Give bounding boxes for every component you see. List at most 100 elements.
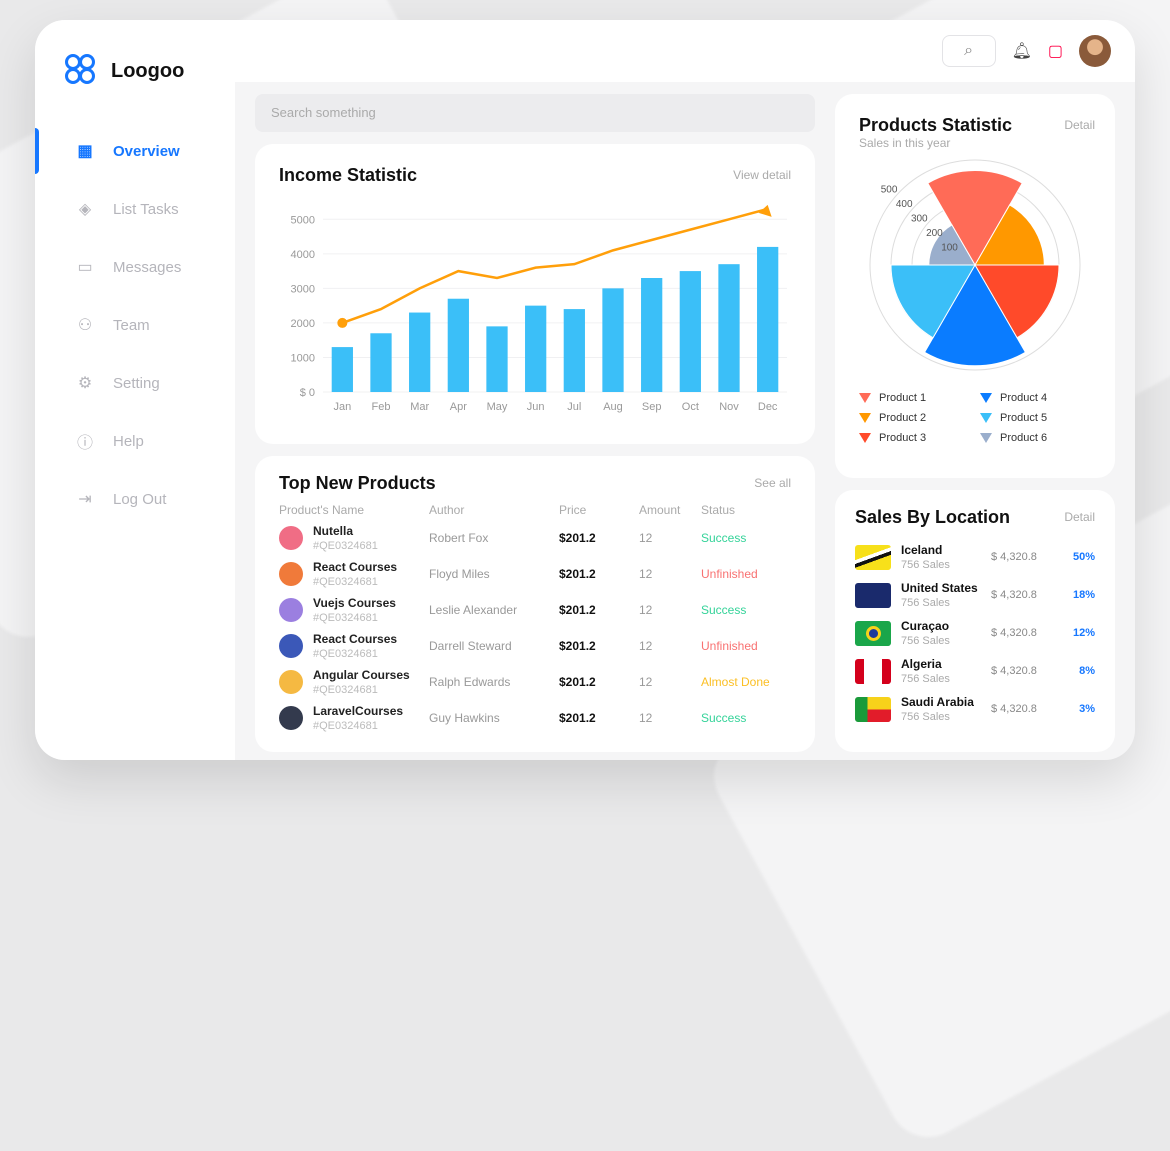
sidebar-item-list-tasks[interactable]: ◈ List Tasks	[35, 180, 235, 238]
product-name: Vuejs Courses	[313, 595, 396, 610]
sidebar-item-help[interactable]: ⓘ Help	[35, 412, 235, 470]
sidebar: Loogoo ▦ Overview ◈ List Tasks ▭ Messages ⚇ Tea…	[35, 20, 235, 760]
card-title: Products Statistic	[859, 115, 1013, 135]
sidebar-item-log-out[interactable]: ⇥ Log Out	[35, 470, 235, 528]
x-tick-label: Feb	[372, 401, 391, 413]
bar	[486, 326, 508, 392]
sidebar-item-label: Setting	[113, 374, 160, 392]
polar-segment	[928, 224, 976, 266]
author: Ralph Edwards	[429, 675, 511, 689]
sales-count: 756 Sales	[901, 558, 950, 571]
flag-icon	[855, 582, 891, 608]
table-row[interactable]: React Courses #QE0324681 Darrell Steward $2…	[279, 628, 791, 664]
sales-percent: 18%	[1072, 589, 1095, 601]
table-row[interactable]: Vuejs Courses #QE0324681 Leslie Alexander $…	[279, 592, 791, 628]
product-id: #QE0324681	[313, 611, 378, 624]
x-tick-label: Jan	[333, 401, 351, 413]
logo-icon	[65, 54, 99, 88]
chat-icon[interactable]: ▢	[1047, 43, 1063, 60]
view-detail-link[interactable]: View detail	[733, 168, 791, 182]
location-row[interactable]: Curaçao 756 Sales $ 4,320.8 12%	[855, 614, 1095, 652]
amount: 12	[639, 711, 653, 725]
y-tick-label: 3000	[291, 283, 315, 295]
radial-tick-label: 400	[896, 199, 913, 210]
bar	[679, 271, 701, 392]
sidebar-item-label: Overview	[113, 142, 180, 160]
legend-item: Product 4	[980, 391, 1091, 405]
sidebar-nav: ▦ Overview ◈ List Tasks ▭ Messages ⚇ Team ⚙ Setti…	[35, 122, 235, 528]
product-thumbnail	[279, 670, 303, 694]
sales-amount: $ 4,320.8	[991, 665, 1037, 677]
location-row[interactable]: Algeria 756 Sales $ 4,320.8 8%	[855, 652, 1095, 690]
product-thumbnail	[279, 598, 303, 622]
table-row[interactable]: React Courses #QE0324681 Floyd Miles $201.2…	[279, 556, 791, 592]
sidebar-item-label: Team	[113, 316, 150, 334]
avatar[interactable]	[1079, 35, 1111, 67]
product-id: #QE0324681	[313, 575, 378, 588]
table-row[interactable]: Angular Courses #QE0324681 Ralph Edwards $2…	[279, 664, 791, 700]
sidebar-item-label: Log Out	[113, 490, 167, 508]
triangle-icon	[980, 413, 992, 423]
product-name: React Courses	[313, 559, 398, 574]
x-tick-label: Nov	[719, 401, 739, 413]
sidebar-item-messages[interactable]: ▭ Messages	[35, 238, 235, 296]
table-row[interactable]: Nutella #QE0324681 Robert Fox $201.2 12 Succe…	[279, 520, 791, 556]
amount: 12	[639, 639, 653, 653]
card-title: Top New Products	[279, 473, 436, 493]
sales-percent: 3%	[1079, 703, 1095, 715]
products-statistic-card: Products Statistic Sales in this year De…	[835, 94, 1115, 478]
product-id: #QE0324681	[313, 683, 378, 696]
product-name: LaravelCourses	[313, 703, 404, 718]
sidebar-item-overview[interactable]: ▦ Overview	[35, 122, 235, 180]
bar	[757, 246, 779, 392]
search-button[interactable]: ⌕	[941, 35, 996, 67]
x-tick-label: Jun	[527, 401, 545, 413]
sidebar-item-setting[interactable]: ⚙ Setting	[35, 354, 235, 412]
product-name: Nutella	[313, 523, 354, 538]
price: $201.2	[559, 711, 596, 725]
gear-icon: ⚙	[77, 375, 93, 392]
radial-tick-label: 300	[911, 214, 928, 225]
location-row[interactable]: United States 756 Sales $ 4,320.8 18%	[855, 576, 1095, 614]
x-tick-label: Mar	[410, 401, 429, 413]
product-name: React Courses	[313, 631, 398, 646]
table-row[interactable]: LaravelCourses #QE0324681 Guy Hawkins $201.…	[279, 700, 791, 736]
sales-count: 756 Sales	[901, 672, 950, 685]
detail-link[interactable]: Detail	[1064, 118, 1095, 132]
top-bar: ⌕ 🔔︎ ▢	[235, 20, 1135, 82]
bell-icon[interactable]: 🔔︎	[1011, 43, 1032, 60]
brand-name: Loogoo	[111, 59, 185, 82]
search-input[interactable]: Search something	[255, 94, 815, 132]
sidebar-item-team[interactable]: ⚇ Team	[35, 296, 235, 354]
products-polar-chart: 100 200 300 400 500	[869, 159, 1081, 371]
author: Darrell Steward	[429, 639, 512, 653]
x-tick-label: Jul	[567, 401, 581, 413]
location-row[interactable]: Saudi Arabia 756 Sales $ 4,320.8 3%	[855, 690, 1095, 728]
amount: 12	[639, 603, 653, 617]
bar	[563, 309, 585, 392]
income-chart: $ 0 1000 2000 3000 4000 5000 Jan Feb Mar Apr May Ju…	[291, 204, 787, 413]
product-id: #QE0324681	[313, 647, 378, 660]
sales-count: 756 Sales	[901, 710, 950, 723]
logo[interactable]: Loogoo	[35, 20, 235, 88]
y-tick-label: 4000	[291, 249, 315, 261]
bar	[409, 312, 431, 392]
status-badge: Success	[701, 711, 747, 725]
price: $201.2	[559, 603, 596, 617]
product-thumbnail	[279, 634, 303, 658]
column-header: Price	[559, 503, 587, 517]
triangle-icon	[859, 413, 871, 423]
bar	[602, 288, 624, 392]
legend-item: Product 6	[980, 431, 1091, 445]
flag-icon	[855, 544, 891, 570]
product-id: #QE0324681	[313, 539, 378, 552]
x-tick-label: May	[487, 401, 508, 413]
sales-by-location-card: Sales By Location Detail Iceland 756 Sale…	[835, 490, 1115, 752]
detail-link[interactable]: Detail	[1064, 510, 1095, 524]
country-name: Curaçao	[901, 618, 950, 633]
flag-icon	[855, 658, 891, 684]
see-all-link[interactable]: See all	[754, 476, 791, 490]
location-row[interactable]: Iceland 756 Sales $ 4,320.8 50%	[855, 538, 1095, 576]
flag-icon	[855, 696, 891, 722]
product-thumbnail	[279, 562, 303, 586]
